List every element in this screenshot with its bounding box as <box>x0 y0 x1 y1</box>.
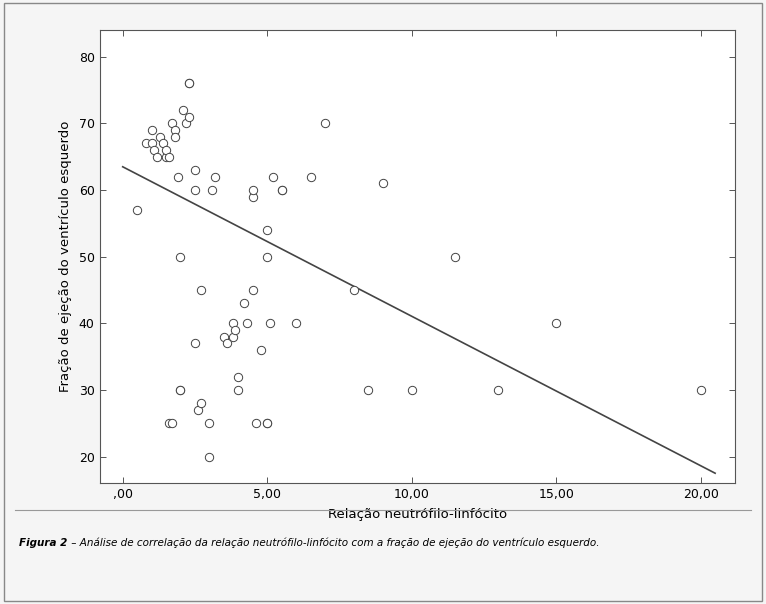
Point <box>149 146 161 155</box>
Point <box>493 385 505 395</box>
Point <box>276 185 288 195</box>
Point <box>229 325 241 335</box>
Point <box>362 385 375 395</box>
Point <box>206 185 218 195</box>
Point <box>160 146 172 155</box>
Point <box>165 419 178 428</box>
Point <box>139 138 152 148</box>
Point <box>250 419 262 428</box>
Point <box>183 79 195 88</box>
Point <box>261 419 273 428</box>
Text: Figura 2: Figura 2 <box>19 538 67 548</box>
Point <box>146 125 158 135</box>
Point <box>377 179 389 188</box>
Point <box>180 118 192 128</box>
Point <box>221 338 233 348</box>
Point <box>319 118 331 128</box>
Point <box>290 318 303 328</box>
Point <box>151 152 163 162</box>
Point <box>241 318 253 328</box>
Point <box>177 105 189 115</box>
Point <box>695 385 707 395</box>
Point <box>195 399 207 408</box>
Point <box>188 165 201 175</box>
Point <box>154 132 166 141</box>
Point <box>131 205 143 215</box>
Point <box>261 252 273 262</box>
Point <box>304 172 316 182</box>
Point <box>247 285 259 295</box>
Point <box>232 385 244 395</box>
Point <box>183 79 195 88</box>
Point <box>267 172 279 182</box>
Point <box>227 318 239 328</box>
Point <box>175 385 187 395</box>
Point <box>169 125 181 135</box>
Point <box>188 338 201 348</box>
Point <box>175 385 187 395</box>
Point <box>232 372 244 382</box>
Point <box>169 132 181 141</box>
Text: – Análise de correlação da relação neutrófilo-linfócito com a fração de ejeção d: – Análise de correlação da relação neutr… <box>67 538 599 548</box>
X-axis label: Relação neutrófilo-linfócito: Relação neutrófilo-linfócito <box>328 508 507 521</box>
Point <box>163 152 175 162</box>
Point <box>203 452 215 461</box>
Point <box>195 285 207 295</box>
Point <box>175 252 187 262</box>
Point <box>163 419 175 428</box>
Point <box>157 138 169 148</box>
Point <box>247 192 259 202</box>
Point <box>209 172 221 182</box>
Point <box>192 405 204 415</box>
Point <box>255 345 267 355</box>
Point <box>550 318 562 328</box>
Point <box>227 332 239 341</box>
Point <box>218 332 230 341</box>
Point <box>238 298 250 308</box>
Y-axis label: Fração de ejeção do ventrículo esquerdo: Fração de ejeção do ventrículo esquerdo <box>59 121 72 393</box>
Point <box>261 419 273 428</box>
Point <box>276 185 288 195</box>
Point <box>188 185 201 195</box>
Point <box>348 285 360 295</box>
Point <box>449 252 461 262</box>
Point <box>165 118 178 128</box>
Point <box>203 419 215 428</box>
Point <box>183 112 195 121</box>
Point <box>146 138 158 148</box>
Point <box>247 185 259 195</box>
Point <box>405 385 417 395</box>
Point <box>172 172 184 182</box>
Point <box>261 225 273 235</box>
Point <box>160 152 172 162</box>
Point <box>264 318 277 328</box>
